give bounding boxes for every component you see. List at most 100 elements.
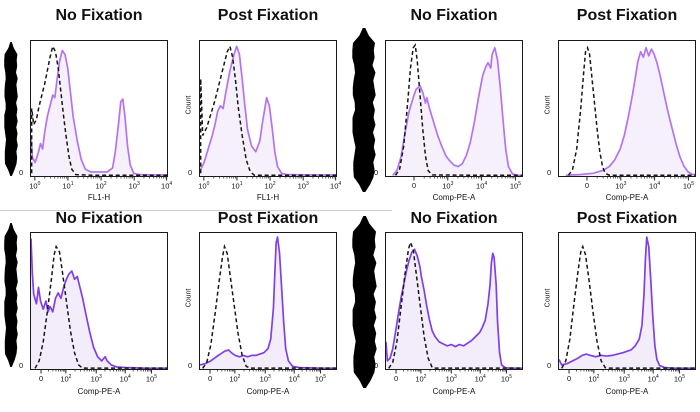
x-axis-label: Comp-PE-A (246, 387, 290, 396)
x-axis-ticks (209, 369, 321, 374)
x-tick-label: 0 (411, 181, 417, 190)
series-path (566, 48, 695, 175)
x-tick-label: 104 (476, 181, 488, 191)
plot-frame (30, 40, 168, 177)
x-tick-label: 100 (198, 181, 210, 191)
series-path (31, 50, 167, 174)
x-tick-label: 103 (128, 181, 140, 191)
x-tick-label: 102 (95, 181, 107, 191)
redaction-shape (4, 223, 18, 367)
series-path (386, 249, 522, 369)
panel-title: Post Fixation (576, 7, 678, 24)
series-path (559, 47, 695, 176)
series-path (569, 48, 695, 176)
y-axis-zero-label: 0 (547, 361, 552, 370)
histogram-panel-7: No Fixation 0 0 102 103 104 105 Comp-PE-A (350, 206, 525, 412)
x-tick-labels: 100 101 102 103 104 (198, 181, 341, 193)
x-axis-ticks (413, 176, 516, 181)
redacted-label (352, 216, 377, 388)
panel-title: No Fixation (55, 7, 143, 24)
x-tick-label: 0 (38, 374, 44, 383)
panel-title: No Fixation (410, 7, 498, 24)
panel-title: Post Fixation (217, 210, 319, 227)
histogram-svg (200, 233, 336, 369)
plot-frame (199, 40, 337, 177)
y-axis-label: Count (544, 95, 552, 115)
x-tick-labels: 100 101 102 103 104 (29, 181, 172, 193)
plot-frame (30, 232, 168, 370)
x-tick-label: 102 (60, 374, 72, 384)
x-tick-label: 103 (615, 181, 627, 191)
histogram-svg (386, 233, 522, 369)
x-tick-label: 105 (314, 374, 326, 384)
x-tick-label: 0 (393, 374, 399, 383)
y-axis-label: Count (544, 288, 552, 308)
x-axis-label: Comp-PE-A (432, 193, 476, 202)
series-path (562, 247, 695, 369)
x-axis-ticks (40, 369, 152, 374)
x-tick-label: 104 (161, 181, 173, 191)
x-axis-ticks (568, 369, 680, 374)
x-tick-label: 104 (119, 374, 131, 384)
panel-title: No Fixation (55, 210, 143, 227)
histogram-svg (31, 41, 167, 176)
x-tick-label: 102 (415, 374, 427, 384)
image-seam-line (0, 210, 392, 211)
x-axis-ticks (34, 176, 168, 181)
x-tick-label: 103 (445, 374, 457, 384)
histogram-panel-5: No Fixation 0 0 102 103 104 105 Comp-PE-A (0, 206, 175, 412)
series-path (201, 46, 336, 175)
series-path (200, 237, 336, 368)
x-axis-label: Comp-PE-A (432, 387, 476, 396)
x-tick-label: 104 (330, 181, 342, 191)
x-tick-labels: 0 103 104 105 (558, 181, 696, 193)
x-axis-ticks (395, 369, 507, 374)
histogram-panel-6: Post Fixation Count 0 0 102 103 104 105 Comp… (175, 206, 350, 412)
y-axis-label: Count (185, 95, 193, 115)
histogram-panel-8: Post Fixation Count 0 0 102 103 104 105 Comp… (525, 206, 700, 412)
x-tick-labels: 0 103 104 105 (385, 181, 523, 193)
x-tick-label: 105 (145, 374, 157, 384)
x-tick-label: 102 (229, 374, 241, 384)
x-tick-label: 103 (442, 181, 454, 191)
x-tick-labels: 0 102 103 104 105 (30, 374, 168, 386)
histogram-panel-4: Post Fixation Count 0 0 103 104 105 Comp-PE… (525, 0, 700, 206)
y-axis-zero-label: 0 (547, 168, 552, 177)
redacted-label (4, 42, 18, 176)
x-tick-label: 105 (682, 181, 694, 191)
series-path (389, 243, 522, 369)
x-tick-label: 104 (288, 374, 300, 384)
plot-frame (385, 232, 523, 370)
series-path (386, 47, 522, 176)
y-axis-label: Count (185, 288, 193, 308)
x-tick-label: 103 (90, 374, 102, 384)
x-axis-ticks (586, 176, 689, 181)
panel-title: No Fixation (410, 210, 498, 227)
histogram-panel-3: No Fixation 0 0 103 104 105 Comp-PE-A (350, 0, 525, 206)
x-tick-label: 104 (647, 374, 659, 384)
x-tick-label: 104 (649, 181, 661, 191)
x-tick-label: 0 (566, 374, 572, 383)
series-path (32, 46, 167, 175)
series-path (203, 247, 336, 369)
y-axis-zero-label: 0 (19, 168, 24, 177)
histogram-svg (31, 233, 167, 369)
series-path (31, 50, 167, 176)
series-path (31, 238, 167, 368)
redacted-label (352, 28, 376, 192)
x-axis-label: Comp-PE-A (605, 193, 649, 202)
series-path (393, 48, 522, 176)
plot-frame (385, 40, 523, 177)
x-tick-label: 0 (207, 374, 213, 383)
x-axis-label: FL1-H (256, 193, 280, 202)
x-tick-label: 105 (509, 181, 521, 191)
x-tick-label: 105 (673, 374, 685, 384)
x-tick-label: 0 (584, 181, 590, 190)
x-axis-label: Comp-PE-A (605, 387, 649, 396)
plot-frame (558, 40, 696, 177)
histogram-panel-1: No Fixation 0 100 101 102 103 104 FL1-H (0, 0, 175, 206)
series-path (31, 238, 167, 369)
series-path (559, 237, 695, 368)
histogram-svg (559, 41, 695, 176)
x-tick-labels: 0 102 103 104 105 (558, 374, 696, 386)
